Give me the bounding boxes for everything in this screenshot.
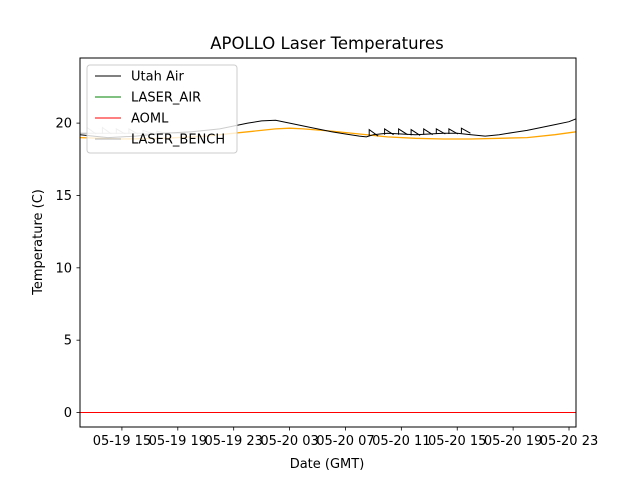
chart-title: APOLLO Laser Temperatures: [210, 34, 443, 53]
x-tick-label: 05-20 03: [260, 434, 318, 449]
plot-frame: [79, 57, 577, 428]
y-tick-label: 5: [64, 334, 72, 349]
series-spike-utah-air-6: [448, 128, 459, 135]
series-spike-utah-air-5: [435, 128, 446, 135]
series-spike-utah-air-4: [423, 127, 433, 136]
series-spike-utah-air-7: [460, 127, 471, 134]
y-axis: 0 5 10 15 20: [55, 117, 80, 421]
legend-label-aoml: AOML: [131, 112, 169, 127]
x-tick-label: 05-20 11: [372, 434, 430, 449]
y-tick-label: 0: [64, 406, 72, 421]
x-tick-label: 05-20 23: [540, 434, 598, 449]
y-tick-label: 15: [55, 189, 72, 204]
x-tick-label: 05-20 19: [484, 434, 542, 449]
legend-box: [86, 64, 238, 154]
x-tick-label: 05-19 19: [149, 434, 207, 449]
x-axis-label: Date (GMT): [290, 457, 365, 472]
legend: Utah Air LASER_AIR AOML LASER_BENCH: [86, 64, 238, 154]
x-tick-label: 05-20 15: [428, 434, 486, 449]
x-tick-label: 05-19 23: [204, 434, 262, 449]
y-tick-label: 20: [55, 117, 72, 132]
series-spike-utah-air-0: [368, 128, 379, 137]
y-axis-label: Temperature (C): [31, 189, 46, 296]
series-spike-utah-air-3: [410, 128, 421, 136]
x-tick-label: 05-20 07: [316, 434, 374, 449]
series-spike-utah-air-1: [384, 127, 394, 136]
series-spike-utah-air-2: [398, 127, 408, 136]
y-tick-label: 10: [55, 261, 72, 276]
legend-label-laser-air: LASER_AIR: [131, 91, 201, 106]
legend-label-laser-bench: LASER_BENCH: [131, 133, 225, 148]
legend-label-utah-air: Utah Air: [131, 70, 184, 85]
x-tick-label: 05-19 15: [93, 434, 151, 449]
